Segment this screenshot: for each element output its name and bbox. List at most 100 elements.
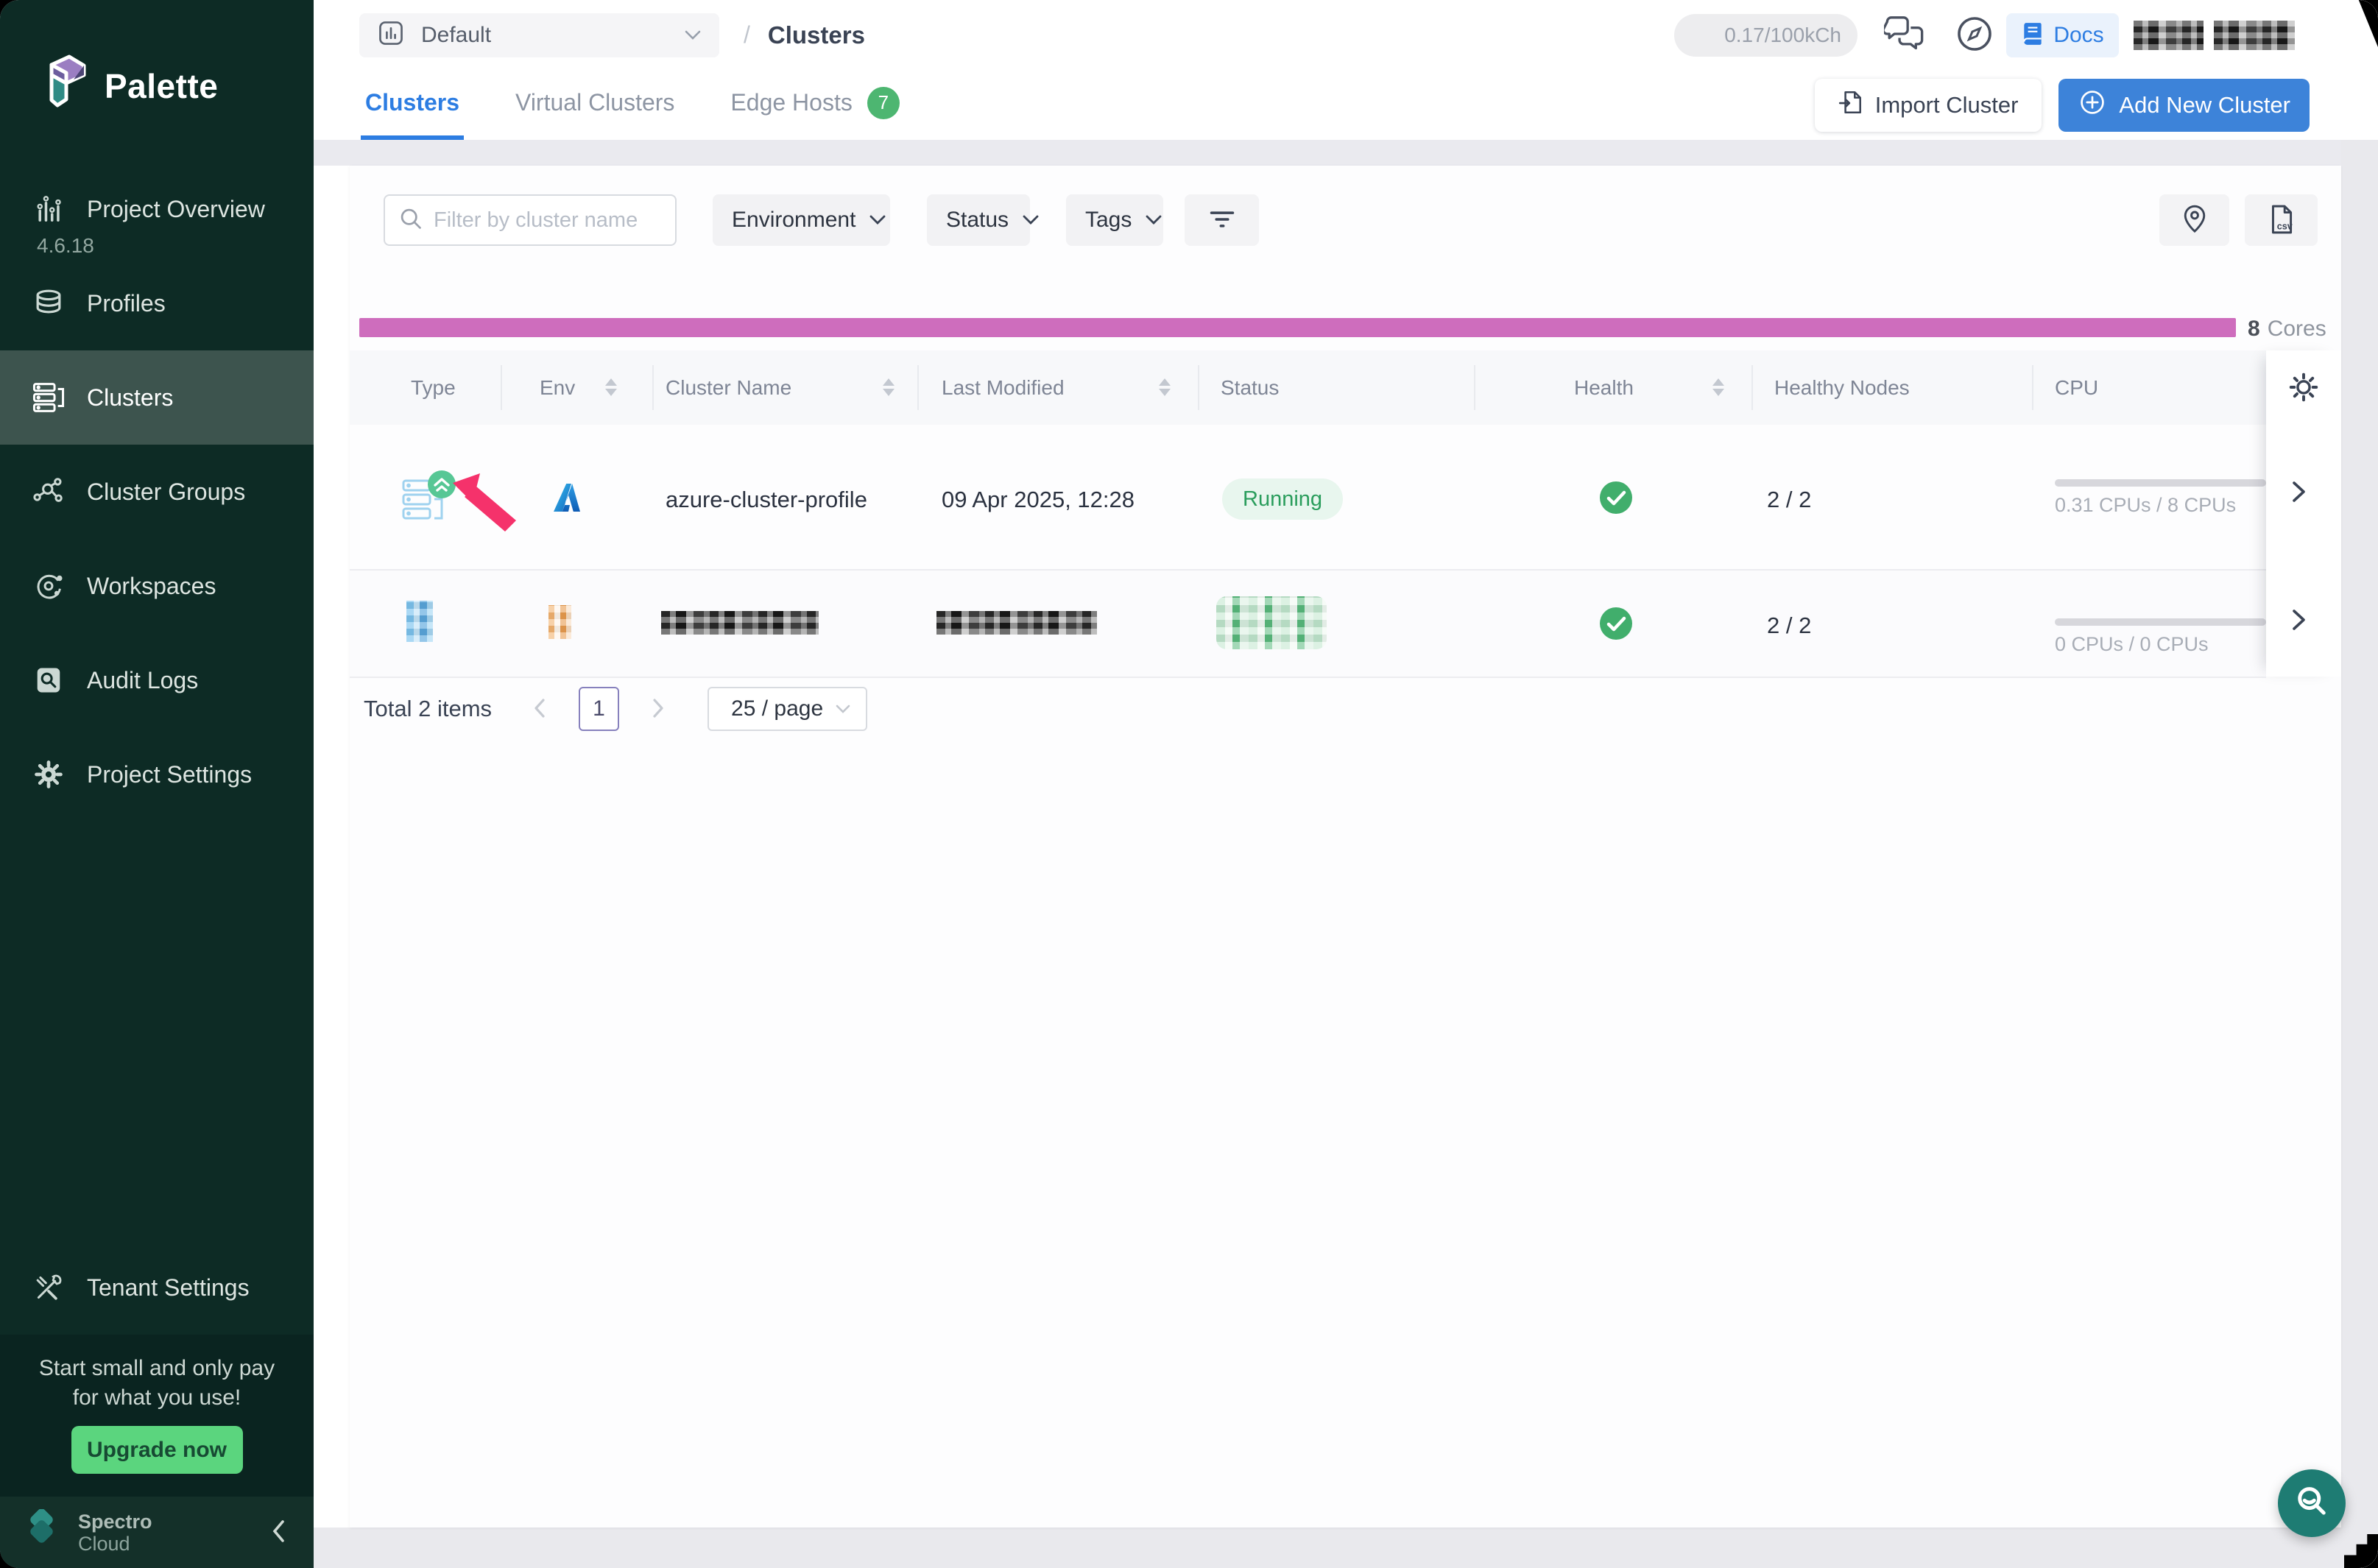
brand-logo-row: Palette — [41, 53, 218, 119]
tags-filter[interactable]: Tags — [1066, 194, 1163, 246]
import-cluster-label: Import Cluster — [1875, 92, 2019, 119]
sidebar-item-label: Workspaces — [87, 573, 216, 600]
column-header-cluster-name[interactable]: Cluster Name — [666, 350, 791, 425]
cluster-search — [384, 194, 677, 246]
sidebar-item-cluster-groups[interactable]: Cluster Groups — [0, 445, 314, 539]
column-header-health[interactable]: Health — [1574, 350, 1634, 425]
sidebar-item-label: Clusters — [87, 384, 173, 412]
chevron-down-icon — [684, 29, 702, 41]
next-page-button[interactable] — [650, 696, 666, 723]
map-view-button[interactable] — [2159, 194, 2229, 246]
column-header-healthy-nodes: Healthy Nodes — [1774, 350, 1910, 425]
tab-edge-hosts[interactable]: Edge Hosts 7 — [726, 70, 903, 140]
search-input[interactable] — [434, 208, 655, 233]
sidebar-item-label: Profiles — [87, 290, 166, 317]
redacted-status-badge — [1216, 596, 1327, 649]
tab-clusters[interactable]: Clusters — [361, 70, 464, 140]
sidebar-item-label: Cluster Groups — [87, 478, 245, 506]
chat-button[interactable] — [1884, 15, 1925, 54]
add-new-cluster-label: Add New Cluster — [2119, 92, 2290, 119]
sidebar-item-workspaces[interactable]: Workspaces — [0, 539, 314, 633]
chevron-right-icon — [2290, 605, 2309, 637]
chevron-down-icon — [869, 214, 886, 226]
page-number-button[interactable]: 1 — [579, 687, 619, 731]
column-settings-button[interactable] — [2285, 370, 2322, 406]
usage-quota-pill: 0.17/100kCh — [1674, 14, 1857, 57]
sidebar-item-tenant-settings[interactable]: Tenant Settings — [0, 1240, 314, 1335]
cpu-usage-label: 0 CPUs / 0 CPUs — [2055, 633, 2209, 656]
sort-icon[interactable] — [1159, 378, 1171, 396]
sidebar-item-label: Project Settings — [87, 761, 252, 788]
edge-hosts-count-badge: 7 — [867, 87, 900, 119]
healthy-nodes-value: 2 / 2 — [1767, 487, 1811, 513]
column-header-type: Type — [411, 350, 456, 425]
funnel-icon — [1207, 206, 1237, 235]
project-selector[interactable]: Default — [359, 13, 719, 57]
import-cluster-button[interactable]: Import Cluster — [1815, 79, 2042, 132]
sidebar-item-project-overview[interactable]: Project Overview — [0, 162, 314, 256]
page-size-value: 25 / page — [731, 696, 823, 721]
row-expand-chevron[interactable] — [2290, 605, 2309, 637]
table-row-azure-cluster-profile[interactable]: azure-cluster-profile 09 Apr 2025, 12:28… — [350, 425, 2266, 571]
healthy-nodes-value: 2 / 2 — [1767, 612, 1811, 639]
sort-icon[interactable] — [605, 378, 617, 396]
node-graph-icon — [28, 471, 69, 512]
table-action-column — [2266, 350, 2341, 677]
cluster-name: azure-cluster-profile — [666, 487, 867, 513]
column-header-env[interactable]: Env — [540, 350, 575, 425]
advanced-filter-button[interactable] — [1185, 194, 1259, 246]
status-filter-label: Status — [946, 208, 1009, 233]
chevron-left-icon — [269, 1518, 287, 1547]
redacted-cluster-name — [661, 611, 819, 635]
brand-name: Palette — [105, 66, 218, 106]
table-row-redacted[interactable]: 2 / 2 0 CPUs / 0 CPUs — [350, 571, 2266, 677]
redacted-type-icon — [406, 601, 433, 642]
health-check-icon — [1599, 607, 1633, 644]
spectro-cloud-logo — [22, 1509, 62, 1555]
chevron-down-icon — [835, 704, 851, 714]
doc-search-icon — [28, 660, 69, 701]
tab-virtual-clusters[interactable]: Virtual Clusters — [511, 70, 679, 140]
assist-search-fab[interactable] — [2278, 1469, 2346, 1537]
breadcrumb-separator: / — [744, 21, 750, 49]
cores-value: 8 — [2248, 317, 2260, 341]
cpu-usage-label: 0.31 CPUs / 8 CPUs — [2055, 494, 2236, 517]
spectro-cloud-wordmark: Spectro Cloud — [78, 1511, 152, 1555]
brand-line-2: Cloud — [78, 1533, 152, 1555]
column-header-last-modified[interactable]: Last Modified — [942, 350, 1065, 425]
docs-link[interactable]: Docs — [2006, 13, 2119, 57]
status-filter[interactable]: Status — [927, 194, 1030, 246]
promo-text-line1: Start small and only pay — [39, 1354, 275, 1383]
add-new-cluster-button[interactable]: Add New Cluster — [2058, 79, 2310, 132]
sidebar-item-project-settings[interactable]: Project Settings — [0, 727, 314, 822]
promo-text-line2: for what you use! — [73, 1383, 241, 1413]
pagination: Total 2 items 1 25 / page — [350, 677, 2266, 740]
sidebar-item-audit-logs[interactable]: Audit Logs — [0, 633, 314, 727]
sidebar-collapse-button[interactable] — [269, 1518, 287, 1547]
sort-icon[interactable] — [883, 378, 895, 396]
previous-page-button[interactable] — [532, 696, 548, 723]
sort-icon[interactable] — [1712, 378, 1724, 396]
annotation-arrow — [453, 473, 518, 536]
help-compass-button[interactable] — [1955, 14, 1994, 56]
cluster-type-icon — [401, 469, 459, 530]
status-badge: Running — [1222, 478, 1343, 520]
azure-logo-icon — [552, 481, 582, 518]
brand-line-1: Spectro — [78, 1511, 152, 1533]
sidebar-item-clusters[interactable]: Clusters — [0, 350, 314, 445]
cpu-usage-bar — [2055, 479, 2266, 487]
page-size-select[interactable]: 25 / page — [708, 687, 867, 731]
palette-logo-icon — [41, 53, 88, 119]
chevron-left-icon — [532, 696, 548, 723]
sidebar-item-profiles[interactable]: Profiles — [0, 256, 314, 350]
chevron-down-icon — [1022, 214, 1040, 226]
upgrade-now-button[interactable]: Upgrade now — [71, 1426, 243, 1474]
row-expand-chevron[interactable] — [2290, 477, 2309, 509]
topbar-right-group: 0.17/100kCh — [1674, 13, 2295, 57]
table-header: Type Env Cluster Name Last Modified Stat… — [350, 350, 2266, 425]
csv-export-button[interactable]: csv — [2245, 194, 2318, 246]
csv-file-icon: csv — [2267, 204, 2296, 237]
pagination-total: Total 2 items — [364, 696, 492, 722]
environment-filter[interactable]: Environment — [713, 194, 890, 246]
redacted-env-icon — [548, 605, 571, 639]
